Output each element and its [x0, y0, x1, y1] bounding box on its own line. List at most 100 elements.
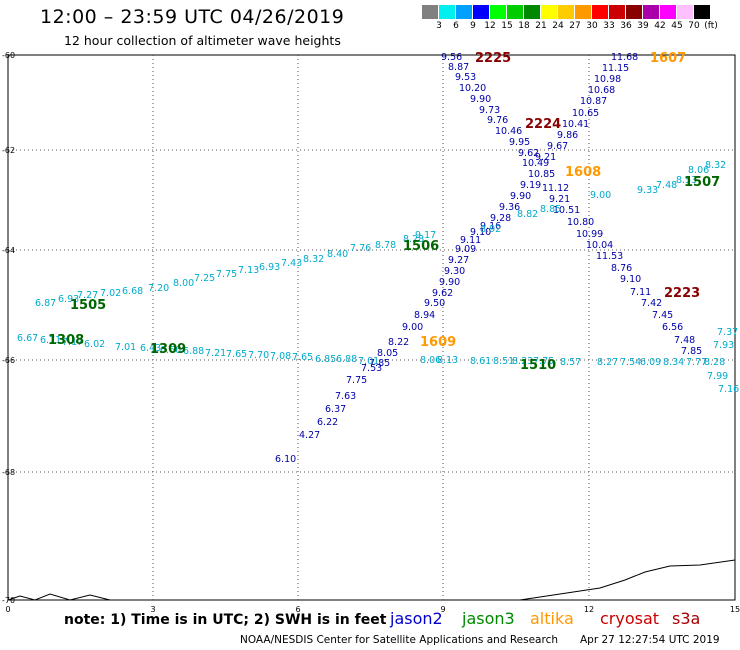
colorbar-label: 15: [501, 21, 513, 31]
swh-value: 7.08: [270, 351, 291, 362]
swh-value: 7.13: [238, 265, 259, 276]
colorbar-label: 33: [603, 21, 615, 31]
swh-value: 11.68: [611, 52, 638, 63]
swh-value: 7.75: [533, 356, 554, 367]
swh-value: 8.87: [448, 62, 469, 73]
track-label: 1506: [403, 239, 439, 254]
swh-value: 6.67: [17, 333, 38, 344]
colorbar-label: 27: [569, 21, 581, 31]
swh-value: 9.95: [509, 137, 530, 148]
swh-value: 7.48: [674, 335, 695, 346]
colorbar-label: 70: [688, 21, 700, 31]
swh-value: 6.71: [40, 335, 61, 346]
track-label: 1505: [70, 298, 106, 313]
swh-value: 7.37: [717, 327, 738, 338]
colorbar-label: 3: [436, 21, 442, 31]
lat-label: -66: [2, 356, 15, 365]
swh-value: 7.16: [718, 384, 739, 395]
swh-value: 8.32: [303, 254, 324, 265]
swh-value: 9.90: [510, 191, 531, 202]
colorbar-label: 24: [552, 21, 564, 31]
swh-value: 6.22: [317, 417, 338, 428]
track-label: 1309: [150, 342, 186, 357]
colorbar-label: 45: [671, 21, 683, 31]
swh-value: 8.28: [704, 357, 725, 368]
swh-value: 6.09: [640, 357, 661, 368]
colorbar-swatch: [558, 5, 574, 19]
swh-value: 6.88: [336, 354, 357, 365]
swh-value: 8.82: [517, 209, 538, 220]
swh-value: 7.11: [630, 287, 651, 298]
colorbar-swatch: [592, 5, 608, 19]
footer-timestamp: Apr 27 12:27:54 UTC 2019: [580, 634, 720, 646]
swh-value: 8.92: [480, 224, 501, 235]
swh-value: 7.77: [686, 357, 707, 368]
swh-value: 7.75: [216, 269, 237, 280]
swh-value: 8.22: [388, 337, 409, 348]
swh-value: 6.85: [315, 354, 336, 365]
swh-value: 8.23: [512, 356, 533, 367]
swh-value: 7.02: [100, 288, 121, 299]
colorbar-swatch: [456, 5, 472, 19]
swh-value: 9.33: [637, 185, 658, 196]
colorbar-swatch: [694, 5, 710, 19]
colorbar-swatch: [660, 5, 676, 19]
swh-value: 9.28: [490, 213, 511, 224]
swh-value: 6.02: [84, 339, 105, 350]
colorbar-label: 12: [484, 21, 496, 31]
swh-value: 9.21: [535, 152, 556, 163]
swh-value: 9.00: [590, 190, 611, 201]
swh-value: 10.46: [495, 126, 522, 137]
swh-value: 10.04: [586, 240, 613, 251]
colorbar-swatch: [422, 5, 438, 19]
swh-value: 9.90: [470, 94, 491, 105]
swh-value: 8.13: [437, 355, 458, 366]
colorbar-label: (ft): [704, 21, 718, 31]
swh-value: 8.00: [173, 278, 194, 289]
legend-jason3: jason3: [462, 609, 515, 628]
swh-value: 9.19: [520, 180, 541, 191]
swh-value: 8.51: [493, 356, 514, 367]
swh-value: 8.27: [597, 357, 618, 368]
swh-value: 7.43: [281, 258, 302, 269]
lon-label: 6: [295, 605, 300, 614]
lon-label: 3: [150, 605, 155, 614]
swh-value: 7.17: [62, 337, 83, 348]
colorbar-swatch: [541, 5, 557, 19]
colorbar-swatch: [575, 5, 591, 19]
swh-value: 10.99: [576, 229, 603, 240]
swh-value: 7.99: [707, 371, 728, 382]
swh-value: 10.68: [588, 85, 615, 96]
lat-label: -60: [2, 51, 15, 60]
swh-value: 6.93: [259, 262, 280, 273]
lat-label: -64: [2, 246, 15, 255]
swh-value: 7.21: [205, 348, 226, 359]
legend-s3a: s3a: [672, 609, 701, 628]
swh-value: 10.65: [572, 108, 599, 119]
colorbar-label: 42: [654, 21, 666, 31]
swh-value: 8.76: [611, 263, 632, 274]
swh-value: 8.53: [676, 175, 697, 186]
track-label: 1607: [650, 51, 686, 66]
swh-value: 9.76: [487, 115, 508, 126]
coastline: [7, 559, 736, 601]
swh-value: 8.78: [375, 240, 396, 251]
swh-value: 9.90: [439, 277, 460, 288]
swh-value: 7.93: [713, 340, 734, 351]
track-label: 1609: [420, 335, 456, 350]
swh-value: 7.54: [620, 357, 641, 368]
swh-value: 7.01: [358, 356, 379, 367]
map-subtitle: 12 hour collection of altimeter wave hei…: [64, 33, 341, 48]
swh-value: 8.94: [414, 310, 435, 321]
swh-value: 6.87: [35, 298, 56, 309]
swh-value: 8.28: [403, 234, 424, 245]
swh-value: 7.65: [292, 352, 313, 363]
swh-value: 9.21: [549, 194, 570, 205]
swh-value: 11.53: [596, 251, 623, 262]
lon-label: 15: [730, 605, 740, 614]
swh-value: 7.70: [248, 350, 269, 361]
track-label: 2223: [664, 286, 700, 301]
swh-value: 6.88: [183, 346, 204, 357]
